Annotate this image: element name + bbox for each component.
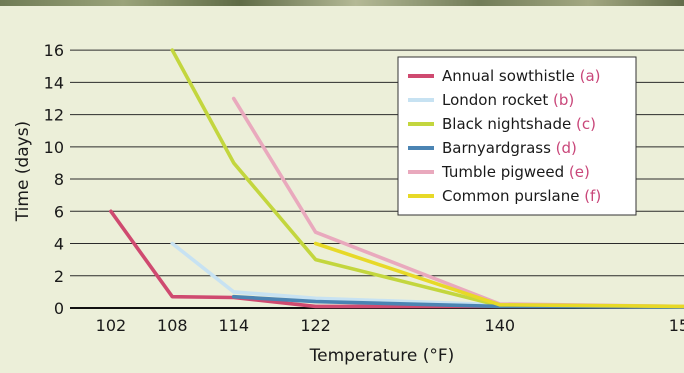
y-tick-label: 8 xyxy=(54,170,64,189)
y-tick-label: 10 xyxy=(44,138,64,157)
x-tick-label: 140 xyxy=(485,316,516,335)
legend-series-letter: (e) xyxy=(569,163,590,181)
y-tick-label: 16 xyxy=(44,41,64,60)
legend-series-letter: (c) xyxy=(576,115,596,133)
legend-series-name: Black nightshade xyxy=(442,115,576,133)
legend-series-letter: (d) xyxy=(556,139,577,157)
x-axis-title: Temperature (°F) xyxy=(309,346,455,366)
y-tick-label: 14 xyxy=(44,73,64,92)
x-tick-label: 158 xyxy=(669,316,684,335)
x-tick-label: 114 xyxy=(218,316,249,335)
legend-entry-annual-sowthistle: Annual sowthistle (a) xyxy=(442,67,601,85)
series-line-annual-sowthistle xyxy=(109,209,684,309)
legend-series-name: Barnyardgrass xyxy=(442,139,556,157)
legend: Annual sowthistle (a) London rocket (b) Bl… xyxy=(397,56,637,216)
legend-series-name: Common purslane xyxy=(442,187,584,205)
photo-strip-top xyxy=(0,0,684,6)
y-tick-label: 2 xyxy=(54,267,64,286)
legend-entry-barnyardgrass: Barnyardgrass (d) xyxy=(442,139,577,157)
legend-entry-common-purslane: Common purslane (f) xyxy=(442,187,601,205)
x-tick-label: 102 xyxy=(96,316,127,335)
series-line-common-purslane xyxy=(313,241,684,309)
y-tick-label: 0 xyxy=(54,299,64,318)
y-tick-label: 6 xyxy=(54,202,64,221)
legend-entry-tumble-pigweed: Tumble pigweed (e) xyxy=(441,163,590,181)
legend-box xyxy=(397,56,637,216)
legend-series-letter: (a) xyxy=(580,67,601,85)
x-tick-label: 108 xyxy=(157,316,188,335)
legend-series-name: Annual sowthistle xyxy=(442,67,580,85)
legend-entry-london-rocket: London rocket (b) xyxy=(442,91,574,109)
y-tick-label: 4 xyxy=(54,235,64,254)
legend-series-name: London rocket xyxy=(442,91,553,109)
legend-series-letter: (f) xyxy=(584,187,601,205)
y-axis-title: Time (days) xyxy=(13,121,33,222)
y-tick-label: 12 xyxy=(44,106,64,125)
legend-entry-black-nightshade: Black nightshade (c) xyxy=(442,115,596,133)
legend-series-name: Tumble pigweed xyxy=(441,163,569,181)
x-tick-label: 122 xyxy=(300,316,331,335)
legend-series-letter: (b) xyxy=(553,91,574,109)
